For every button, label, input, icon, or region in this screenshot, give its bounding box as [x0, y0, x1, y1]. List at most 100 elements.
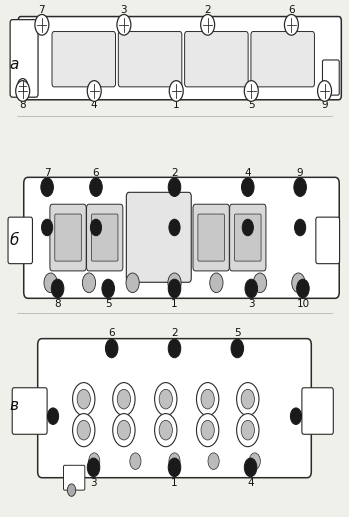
- Circle shape: [67, 484, 76, 496]
- FancyBboxPatch shape: [38, 339, 311, 478]
- Circle shape: [77, 420, 90, 440]
- Circle shape: [168, 339, 181, 358]
- Circle shape: [242, 178, 254, 196]
- Circle shape: [244, 81, 258, 101]
- Circle shape: [155, 383, 177, 416]
- Text: 3: 3: [121, 5, 127, 16]
- Text: а: а: [9, 57, 18, 72]
- Circle shape: [113, 383, 135, 416]
- FancyBboxPatch shape: [230, 204, 266, 271]
- Circle shape: [87, 458, 100, 477]
- Text: в: в: [9, 398, 18, 414]
- Circle shape: [117, 420, 131, 440]
- Circle shape: [237, 414, 259, 447]
- FancyBboxPatch shape: [193, 204, 229, 271]
- Circle shape: [130, 453, 141, 469]
- Text: 6: 6: [288, 5, 295, 16]
- Circle shape: [105, 339, 118, 358]
- FancyBboxPatch shape: [198, 214, 224, 261]
- Circle shape: [90, 219, 102, 236]
- Text: 8: 8: [54, 299, 61, 309]
- Circle shape: [168, 178, 181, 196]
- Text: 9: 9: [297, 168, 303, 178]
- FancyBboxPatch shape: [91, 214, 118, 261]
- Circle shape: [284, 14, 298, 35]
- FancyBboxPatch shape: [24, 177, 339, 298]
- FancyBboxPatch shape: [185, 32, 248, 87]
- Text: 7: 7: [39, 5, 45, 16]
- Circle shape: [241, 389, 254, 409]
- Circle shape: [169, 219, 180, 236]
- Circle shape: [16, 81, 30, 101]
- Circle shape: [242, 219, 253, 236]
- Circle shape: [87, 81, 101, 101]
- Circle shape: [42, 219, 53, 236]
- Text: 2: 2: [171, 168, 178, 178]
- Circle shape: [102, 279, 114, 298]
- Circle shape: [244, 458, 257, 477]
- FancyBboxPatch shape: [8, 217, 32, 264]
- FancyBboxPatch shape: [126, 192, 191, 282]
- FancyBboxPatch shape: [64, 465, 85, 490]
- Text: 4: 4: [91, 100, 97, 111]
- Circle shape: [73, 414, 95, 447]
- FancyBboxPatch shape: [52, 32, 116, 87]
- Circle shape: [201, 389, 214, 409]
- Text: 3: 3: [248, 299, 254, 309]
- Text: 2: 2: [205, 5, 211, 16]
- Circle shape: [294, 178, 306, 196]
- Circle shape: [168, 279, 181, 298]
- Text: 5: 5: [248, 100, 254, 111]
- FancyBboxPatch shape: [18, 17, 341, 100]
- Circle shape: [168, 273, 181, 293]
- Circle shape: [47, 408, 59, 424]
- Circle shape: [295, 219, 306, 236]
- Circle shape: [51, 279, 64, 298]
- FancyBboxPatch shape: [316, 217, 340, 264]
- Text: 2: 2: [171, 328, 178, 338]
- Circle shape: [44, 273, 57, 293]
- Circle shape: [231, 339, 244, 358]
- Circle shape: [253, 273, 267, 293]
- Circle shape: [168, 458, 181, 477]
- FancyBboxPatch shape: [302, 388, 333, 434]
- FancyBboxPatch shape: [322, 60, 339, 95]
- Circle shape: [169, 453, 180, 469]
- Text: 8: 8: [20, 100, 26, 111]
- Text: 10: 10: [296, 299, 310, 309]
- Circle shape: [196, 414, 219, 447]
- Circle shape: [237, 383, 259, 416]
- Circle shape: [89, 453, 100, 469]
- Circle shape: [117, 14, 131, 35]
- Circle shape: [77, 389, 90, 409]
- Text: 1: 1: [171, 299, 178, 309]
- Text: 5: 5: [105, 299, 111, 309]
- Circle shape: [241, 420, 254, 440]
- Circle shape: [117, 389, 131, 409]
- Text: 1: 1: [171, 478, 178, 488]
- Circle shape: [208, 453, 219, 469]
- Text: 4: 4: [245, 168, 251, 178]
- Circle shape: [159, 420, 172, 440]
- Circle shape: [155, 414, 177, 447]
- Text: 3: 3: [90, 478, 97, 488]
- Text: 6: 6: [93, 168, 99, 178]
- Circle shape: [249, 453, 260, 469]
- Circle shape: [113, 414, 135, 447]
- FancyBboxPatch shape: [118, 32, 182, 87]
- Circle shape: [292, 273, 305, 293]
- Circle shape: [159, 389, 172, 409]
- Circle shape: [35, 14, 49, 35]
- Circle shape: [90, 178, 102, 196]
- Text: б: б: [9, 233, 18, 248]
- FancyBboxPatch shape: [251, 32, 314, 87]
- Circle shape: [290, 408, 302, 424]
- Circle shape: [126, 273, 139, 293]
- Text: 9: 9: [321, 100, 328, 111]
- Circle shape: [169, 81, 183, 101]
- Circle shape: [82, 273, 96, 293]
- Circle shape: [41, 178, 53, 196]
- Text: 4: 4: [247, 478, 254, 488]
- FancyBboxPatch shape: [10, 20, 38, 97]
- Circle shape: [245, 279, 258, 298]
